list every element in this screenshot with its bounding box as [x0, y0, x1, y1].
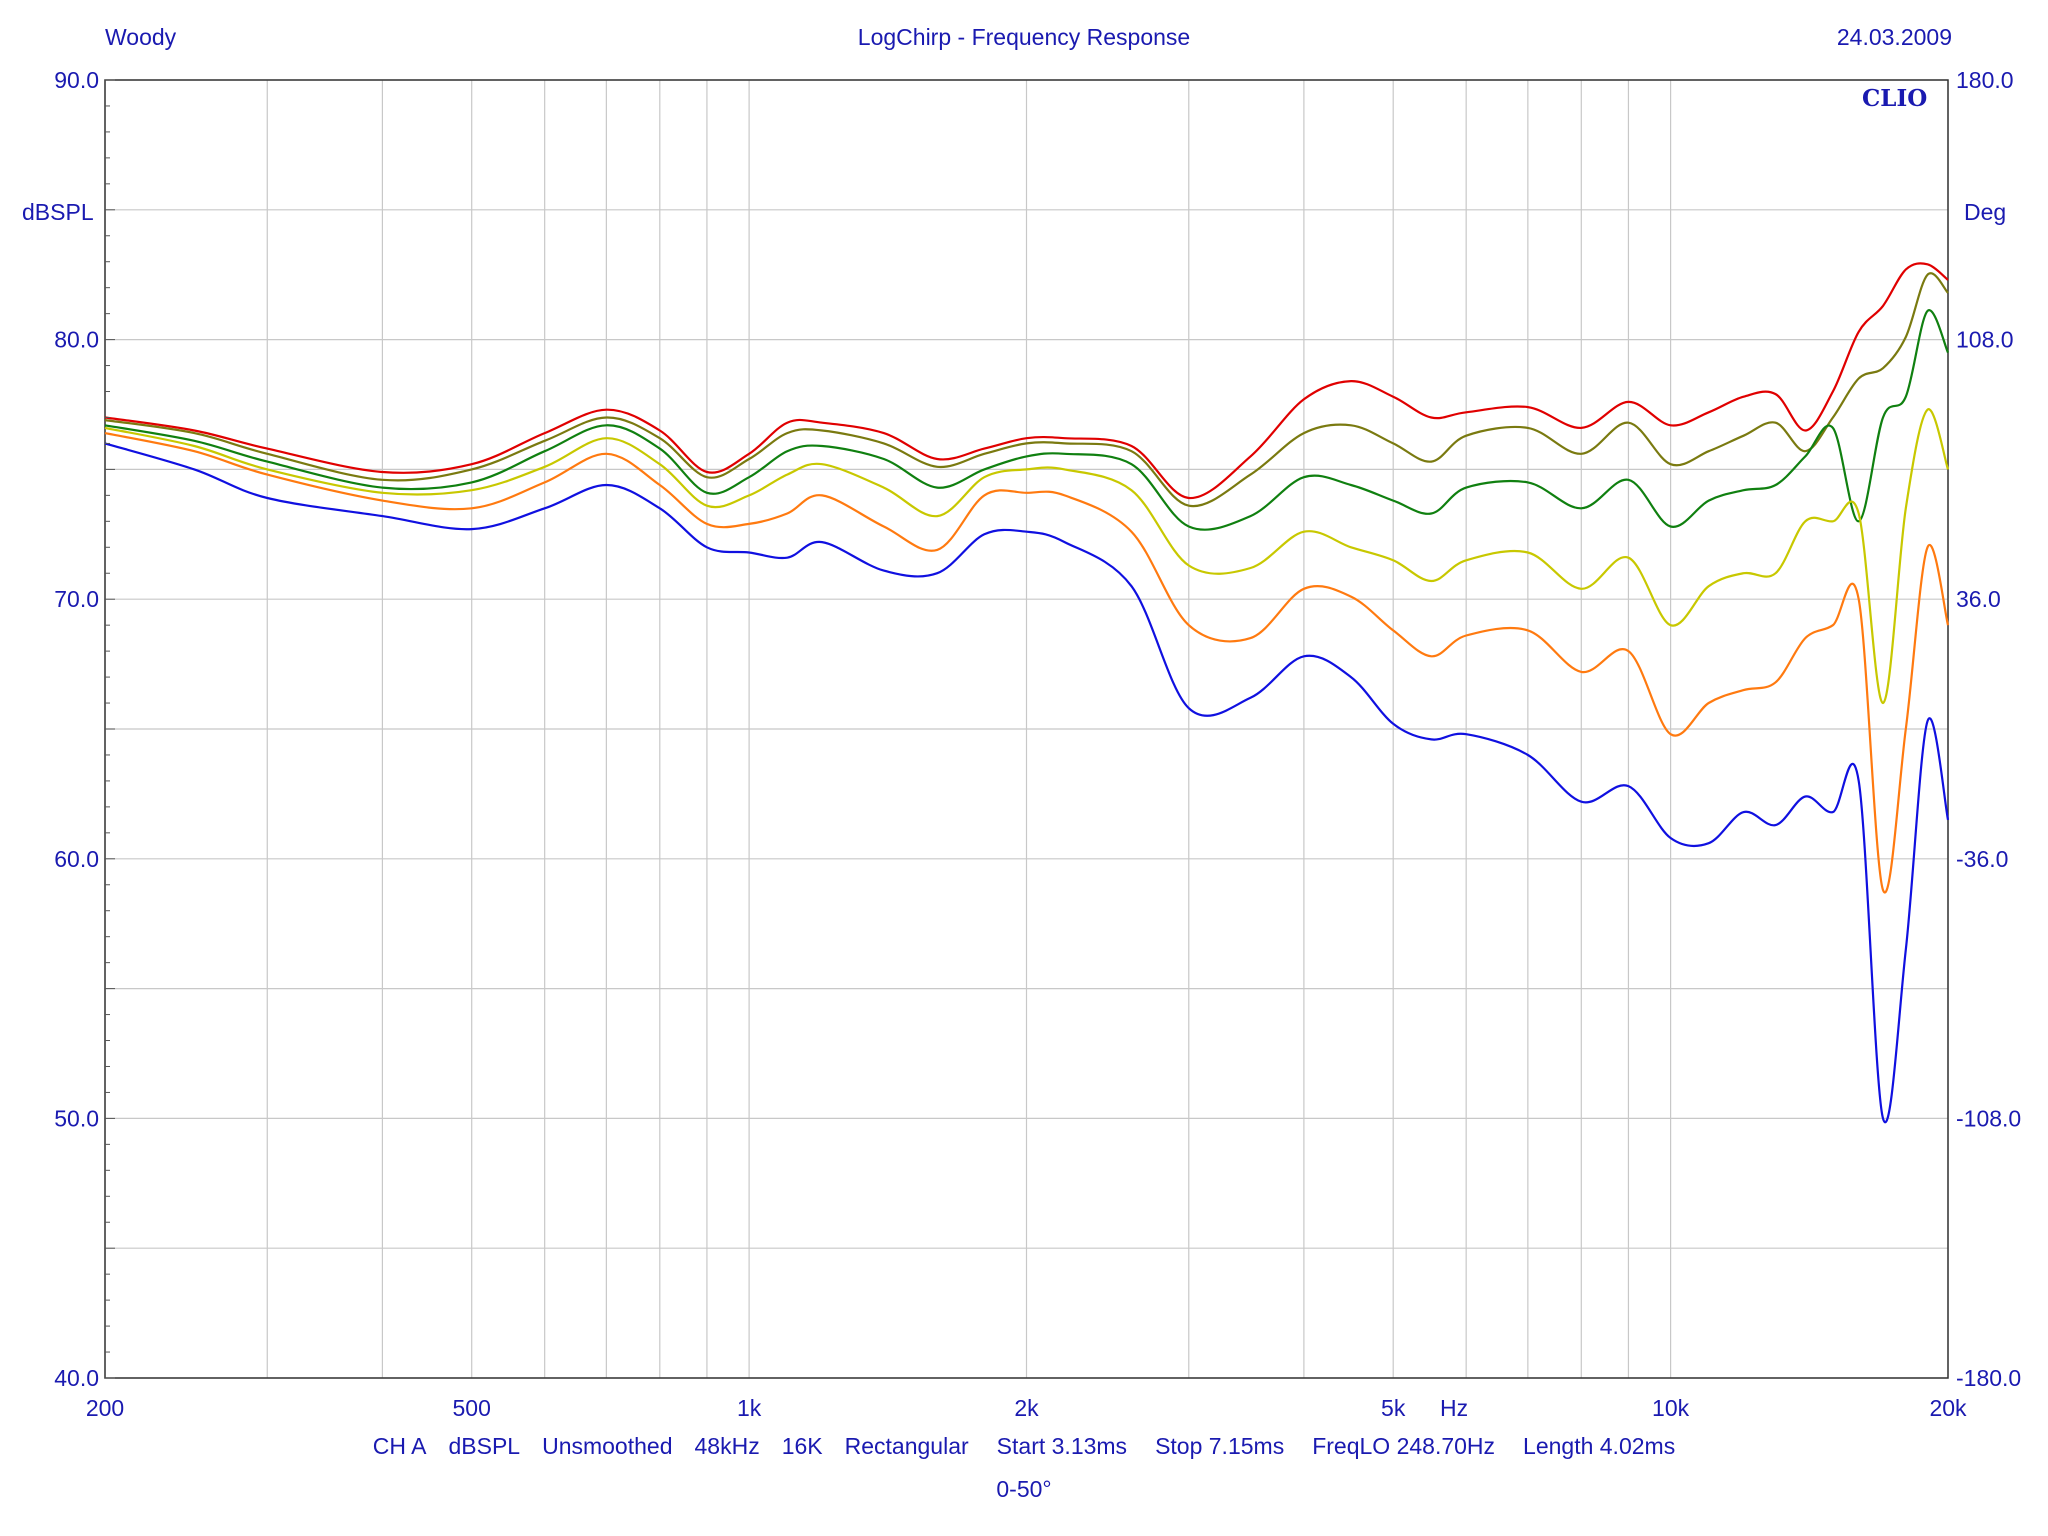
y-tick-label: 50.0: [54, 1105, 99, 1131]
x-tick-label: 5k: [1381, 1395, 1406, 1421]
x-tick-label: 2k: [1014, 1395, 1039, 1421]
y2-tick-label: -36.0: [1956, 846, 2008, 872]
clio-logo: CLIO: [1862, 85, 1927, 112]
footer-setting: dBSPL: [448, 1433, 521, 1459]
footer-setting: Stop 7.15ms: [1155, 1433, 1285, 1459]
y-axis-label: dBSPL: [22, 199, 94, 225]
axis-ticks: 40.0 50.0 60.0 70.0 80.0 90.0 -180.0 -108.0 -36.…: [54, 67, 2021, 1421]
y-tick-label: 60.0: [54, 846, 99, 872]
x-axis-label: Hz: [1440, 1395, 1468, 1421]
x-tick-label: 200: [86, 1395, 124, 1421]
footer-setting: CH A: [372, 1433, 427, 1459]
chart-title: LogChirp - Frequency Response: [857, 24, 1191, 50]
y2-tick-label: 108.0: [1956, 327, 2014, 353]
y2-tick-label: 180.0: [1956, 67, 2014, 93]
y-tick-label: 40.0: [54, 1365, 99, 1391]
x-tick-label: 500: [453, 1395, 491, 1421]
footer-setting: Start 3.13ms: [996, 1433, 1128, 1459]
y2-tick-label: -108.0: [1956, 1105, 2021, 1131]
y2-tick-label: 36.0: [1956, 586, 2001, 612]
x-tick-label: 10k: [1652, 1395, 1690, 1421]
y-tick-label: 90.0: [54, 67, 99, 93]
y-tick-label: 80.0: [54, 327, 99, 353]
series-line-2: [104, 272, 1949, 508]
x-tick-label: 1k: [737, 1395, 762, 1421]
chart-grid: [104, 79, 1949, 1379]
footer-settings: CH A dBSPL Unsmoothed 48kHz 16K Rectangular St…: [0, 1433, 2048, 1460]
series-line-5: [104, 432, 1950, 894]
y-tick-label: 70.0: [54, 586, 99, 612]
x-tick-label: 20k: [1929, 1395, 1967, 1421]
footer-setting: Unsmoothed: [542, 1433, 673, 1459]
footer-caption: 0-50°: [996, 1476, 1052, 1502]
y2-axis-label: Deg: [1964, 199, 2006, 225]
footer-setting: FreqLO 248.70Hz: [1312, 1433, 1496, 1459]
footer-setting: Rectangular: [844, 1433, 969, 1459]
header-left: Woody: [105, 24, 177, 50]
series-layer: [104, 262, 1950, 1124]
series-line-6: [104, 442, 1950, 1124]
footer-setting: Length 4.02ms: [1523, 1433, 1676, 1459]
series-line-4: [104, 408, 1950, 705]
y2-tick-label: -180.0: [1956, 1365, 2021, 1391]
series-line-1: [104, 262, 1949, 500]
series-line-3: [104, 309, 1950, 531]
footer-setting: 16K: [781, 1433, 823, 1459]
header-date: 24.03.2009: [1836, 24, 1952, 50]
footer-setting: 48kHz: [694, 1433, 760, 1459]
